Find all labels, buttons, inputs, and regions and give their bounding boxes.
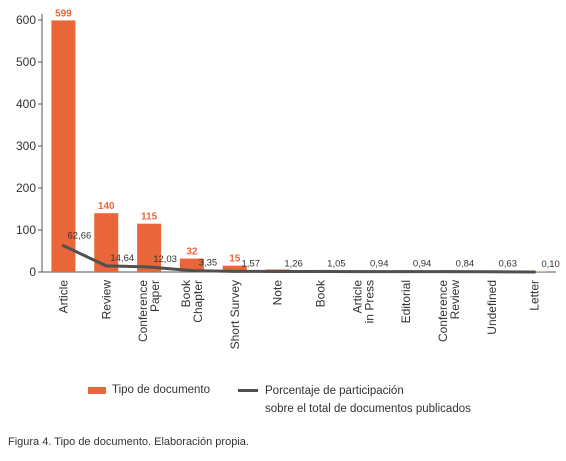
x-tick-label-line: Short Survey bbox=[228, 280, 242, 349]
x-tick-label-line: Article bbox=[350, 280, 364, 314]
y-tick-label: 100 bbox=[16, 223, 36, 237]
y-tick-label: 500 bbox=[16, 55, 36, 69]
line-point bbox=[447, 270, 451, 274]
x-tick-label-line: Review bbox=[448, 280, 462, 320]
legend-item-bars: Tipo de documento bbox=[88, 382, 210, 398]
x-tick-label: ConferencePaper bbox=[136, 280, 162, 342]
bar bbox=[51, 20, 76, 273]
x-tick-label-line: in Press bbox=[362, 280, 376, 323]
y-tick-label: 0 bbox=[29, 265, 36, 279]
line-point bbox=[61, 244, 65, 248]
line-value-label: 0,84 bbox=[456, 259, 475, 270]
x-tick-label: Article bbox=[56, 280, 70, 314]
bar-value-label: 599 bbox=[55, 8, 72, 19]
x-tick-label-line: Book bbox=[179, 279, 193, 307]
line-value-label: 1,05 bbox=[327, 259, 346, 270]
line-value-label: 0,10 bbox=[541, 259, 560, 270]
x-tick-label: Note bbox=[271, 280, 285, 306]
x-tick-label-line: Letter bbox=[528, 280, 542, 311]
line-value-label: 1,57 bbox=[242, 258, 261, 269]
line-point bbox=[533, 270, 537, 274]
y-tick-label: 200 bbox=[16, 181, 36, 195]
x-tick-label: Short Survey bbox=[228, 280, 242, 349]
line-point bbox=[276, 269, 280, 273]
line-value-label: 3,35 bbox=[199, 258, 218, 269]
line-point bbox=[404, 270, 408, 274]
bar-value-label: 32 bbox=[186, 247, 198, 258]
x-tick-label: BookChapter bbox=[179, 279, 205, 323]
y-tick-label: 400 bbox=[16, 97, 36, 111]
x-tick-label: Undefined bbox=[485, 280, 499, 335]
x-tick-label-line: Editorial bbox=[399, 280, 413, 323]
line-value-label: 62,66 bbox=[68, 231, 92, 242]
line-point bbox=[361, 270, 365, 274]
bar bbox=[137, 223, 162, 272]
line-value-label: 14,64 bbox=[110, 253, 134, 264]
x-tick-label: Review bbox=[99, 280, 113, 320]
x-tick-label-line: Article bbox=[56, 280, 70, 314]
bar-value-label: 140 bbox=[98, 201, 115, 212]
line-point bbox=[318, 270, 322, 274]
x-tick-label: Letter bbox=[528, 280, 542, 311]
line-point bbox=[233, 269, 237, 273]
line-point bbox=[190, 269, 194, 273]
x-tick-label: Articlein Press bbox=[350, 280, 376, 324]
legend-label-line-1: Porcentaje de participación bbox=[265, 385, 404, 397]
x-tick-label-line: Paper bbox=[148, 280, 162, 312]
legend: Tipo de documento Porcentaje de particip… bbox=[88, 378, 558, 422]
x-tick-label: ConferenceReview bbox=[436, 280, 462, 342]
legend-swatch-bar bbox=[88, 386, 106, 394]
x-tick-label-line: Review bbox=[99, 280, 113, 320]
y-tick-label: 300 bbox=[16, 139, 36, 153]
line-point bbox=[147, 265, 151, 269]
x-tick-label-line: Book bbox=[313, 279, 327, 307]
x-tick-label: Editorial bbox=[399, 280, 413, 323]
x-tick-label: Book bbox=[313, 279, 327, 307]
legend-label-line: Porcentaje de participación sobre el tot… bbox=[265, 382, 565, 418]
x-tick-label-line: Undefined bbox=[485, 280, 499, 335]
line-series bbox=[62, 244, 535, 274]
x-tick-label-line: Note bbox=[271, 280, 285, 306]
x-tick-label-line: Conference bbox=[136, 280, 150, 342]
line-value-label: 0,94 bbox=[413, 259, 432, 270]
bar bbox=[222, 265, 247, 272]
line-value-label: 0,94 bbox=[370, 259, 389, 270]
x-tick-label-line: Chapter bbox=[191, 280, 205, 323]
line-point bbox=[104, 264, 108, 268]
legend-swatch-line bbox=[238, 389, 258, 392]
line-value-label: 1,26 bbox=[284, 258, 303, 269]
line-point bbox=[490, 270, 494, 274]
y-tick-label: 600 bbox=[16, 13, 36, 27]
bar-value-label: 15 bbox=[229, 254, 241, 265]
line-value-label: 12,03 bbox=[153, 254, 177, 265]
bar-value-label: 115 bbox=[141, 212, 158, 223]
figure-caption: Figura 4. Tipo de documento. Elaboración… bbox=[8, 436, 249, 448]
x-tick-label-line: Conference bbox=[436, 280, 450, 342]
legend-label-line-2: sobre el total de documentos publicados bbox=[265, 403, 471, 415]
line-value-label: 0,63 bbox=[499, 259, 518, 270]
legend-label-bars: Tipo de documento bbox=[112, 384, 211, 396]
